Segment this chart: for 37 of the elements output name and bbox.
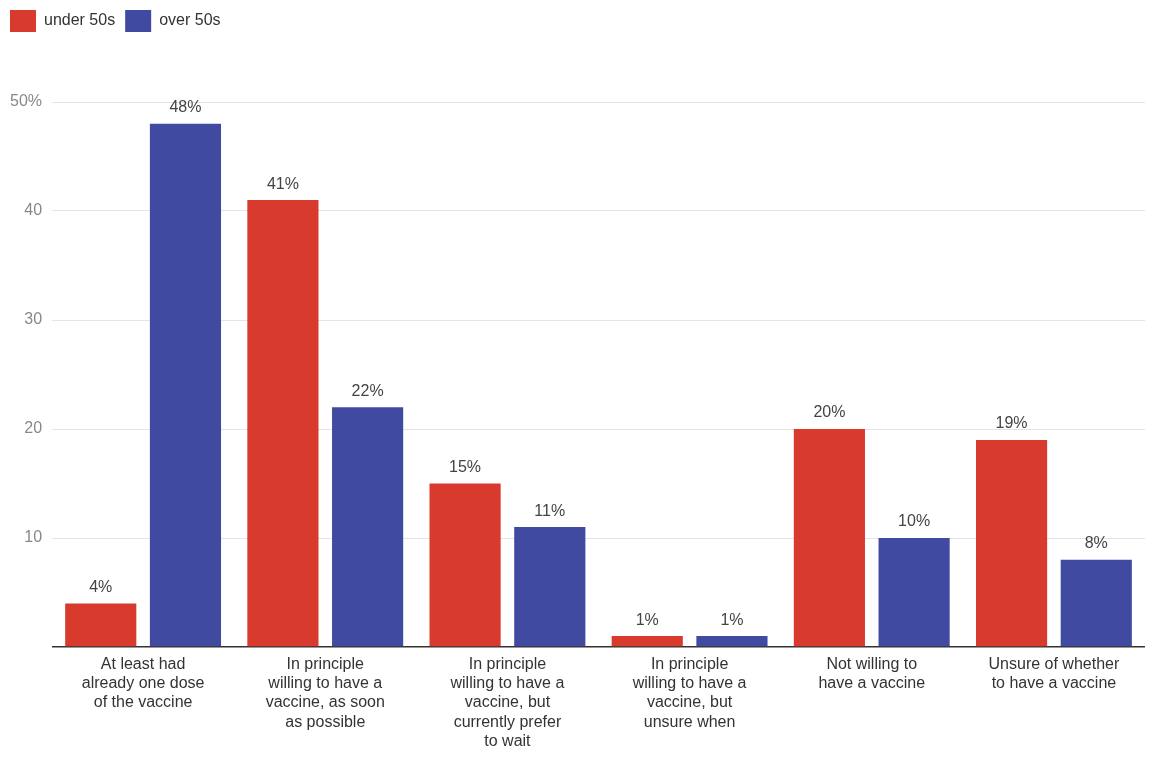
data-label: 41% [266,174,299,192]
data-label: 1% [635,610,659,628]
x-tick-label: In principle willing to have a vaccine, but unsure when [631,655,747,730]
data-label: 1% [720,610,744,628]
data-label: 22% [351,381,384,399]
data-label: 8% [1084,534,1108,552]
x-tick-label: In principle willing to have a vaccine, as soon as possible [265,655,385,730]
x-tick-label: Unsure of whether to have a vaccine [988,655,1120,692]
bar [332,407,404,647]
x-tick-label: At least had already one dose of the vaccine [81,655,205,711]
bar [696,636,768,647]
legend-label: over 50s [159,11,221,29]
bar [793,429,865,647]
bar [149,123,222,647]
bar [429,483,501,647]
y-tick-label: 10 [24,528,43,546]
bar [975,439,1048,647]
y-tick-label: 30 [24,310,43,328]
y-tick-label: 50% [9,92,43,110]
bar [611,636,683,647]
y-tick-label: 20 [24,419,43,437]
legend-label: under 50s [44,11,116,29]
data-label: 4% [89,577,113,595]
bar [1060,559,1132,647]
data-label: 19% [995,414,1028,432]
data-label: 48% [169,98,202,116]
data-label: 15% [449,457,482,475]
bar [247,200,319,647]
data-label: 10% [898,512,931,530]
bar [514,527,586,647]
data-label: 20% [813,403,846,421]
data-label: 11% [534,501,566,519]
y-tick-label: 40 [24,201,43,219]
x-tick-label: In principle willing to have a vaccine, but currently prefer to wait [449,655,565,749]
bar [878,538,950,647]
x-tick-label: Not willing to have a vaccine [818,655,926,692]
bar [65,603,137,647]
